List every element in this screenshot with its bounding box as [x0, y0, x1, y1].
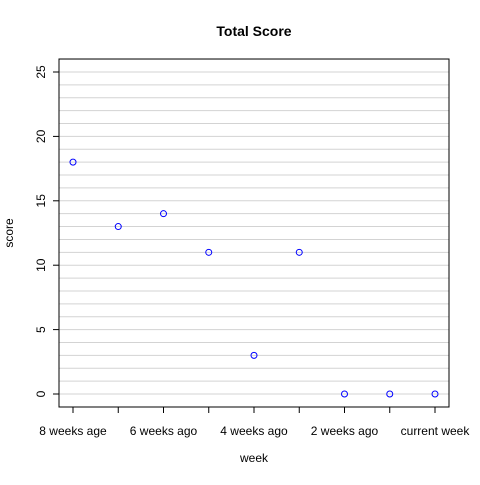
x-tick-label: 8 weeks age — [39, 424, 107, 438]
y-axis-label: score — [2, 218, 16, 248]
data-point — [341, 390, 348, 398]
chart-title: Total Score — [216, 23, 291, 39]
y-tick-label: 20 — [34, 129, 48, 143]
data-point — [160, 210, 167, 218]
gridlines — [59, 58, 449, 395]
plot-frame — [58, 58, 450, 408]
y-axis: 0 5 10 15 20 25 — [34, 65, 59, 397]
x-tick-label: 2 weeks ago — [311, 424, 379, 438]
data-point — [386, 390, 394, 398]
x-axis-label: week — [239, 451, 269, 465]
data-point — [250, 351, 258, 359]
y-tick-label: 10 — [34, 258, 48, 272]
y-tick-label: 5 — [34, 326, 48, 333]
y-tick-label: 15 — [34, 194, 48, 208]
x-tick-label: 6 weeks ago — [130, 424, 198, 438]
x-tick-label: current week — [401, 424, 471, 438]
data-point — [69, 158, 77, 166]
y-tick-label: 25 — [34, 65, 48, 79]
x-axis: 8 weeks age 6 weeks ago 4 weeks ago 2 weeks… — [39, 407, 470, 438]
data-point — [431, 390, 439, 398]
y-tick-label: 0 — [34, 390, 48, 397]
data-point — [295, 248, 303, 256]
data-point — [205, 248, 213, 256]
data-point — [114, 223, 122, 231]
x-tick-label: 4 weeks ago — [220, 424, 288, 438]
data-points — [69, 158, 439, 398]
